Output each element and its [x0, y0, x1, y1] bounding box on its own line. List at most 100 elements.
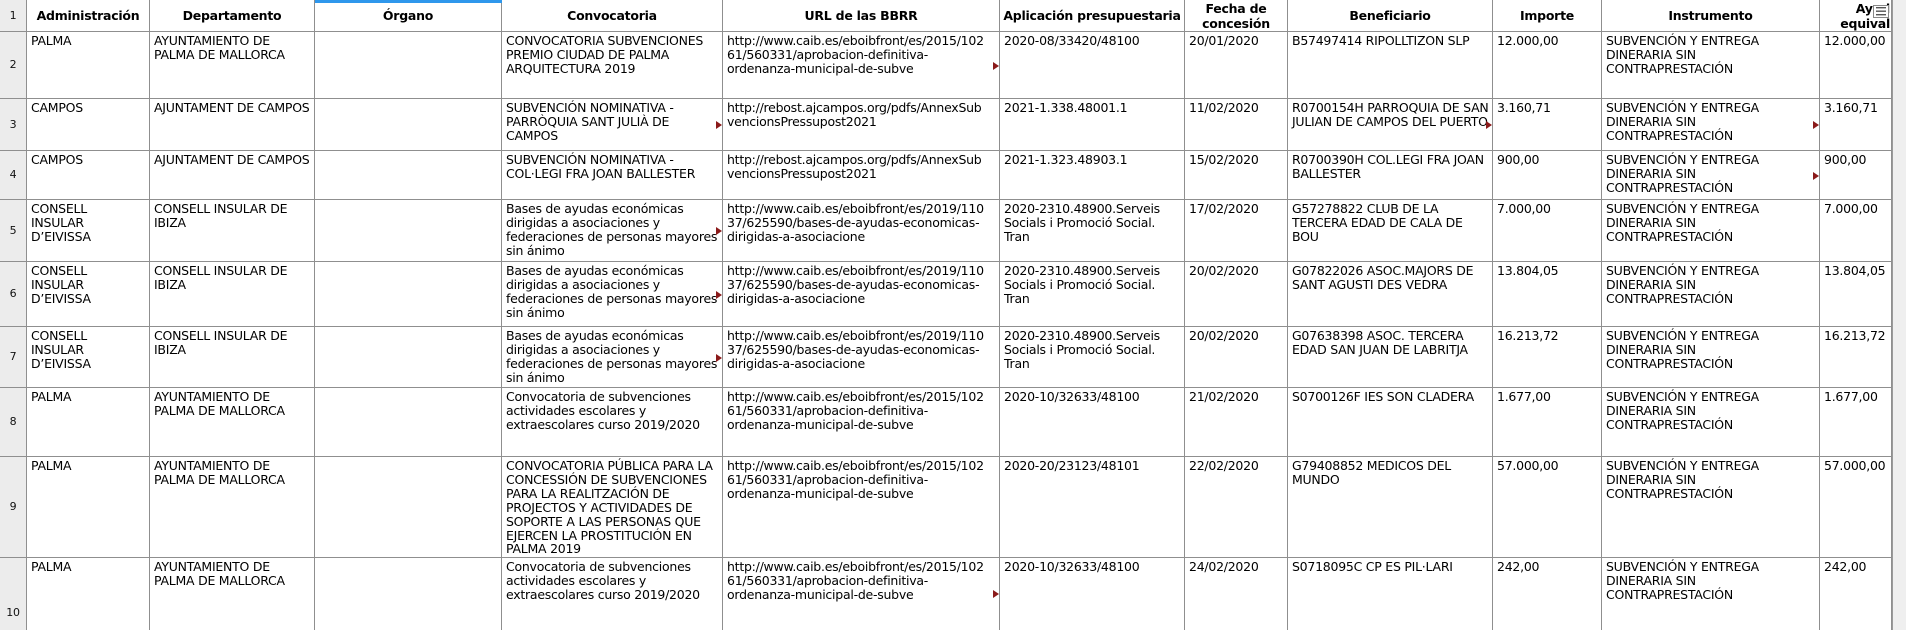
cell-organo-row6[interactable] — [315, 262, 502, 327]
cell-departamento-row6[interactable]: CONSELL INSULAR DE IBIZA — [150, 262, 315, 327]
header-cell-organo[interactable]: Órgano — [315, 0, 502, 32]
cell-beneficiario-row5[interactable]: G57278822 CLUB DE LA TERCERA EDAD DE CAL… — [1288, 200, 1493, 262]
cell-beneficiario-row9[interactable]: G79408852 MEDICOS DEL MUNDO — [1288, 457, 1493, 558]
cell-aplicacion-row3[interactable]: 2021-1.338.48001.1 — [1000, 99, 1185, 151]
cell-importe-row8[interactable]: 1.677,00 — [1493, 388, 1602, 457]
row-number-5[interactable]: 5 — [0, 200, 27, 262]
cell-url-row8[interactable]: http://www.caib.es/eboibfront/es/2015/10… — [723, 388, 1000, 457]
cell-administracion-row3[interactable]: CAMPOS — [27, 99, 150, 151]
cell-aplicacion-row6[interactable]: 2020-2310.48900.Serveis Socials i Promoc… — [1000, 262, 1185, 327]
cell-ayuda-row10[interactable]: 242,00 — [1820, 558, 1892, 630]
cell-departamento-row8[interactable]: AYUNTAMIENTO DE PALMA DE MALLORCA — [150, 388, 315, 457]
cell-importe-row3[interactable]: 3.160,71 — [1493, 99, 1602, 151]
cell-convocatoria-row8[interactable]: Convocatoria de subvenciones actividades… — [502, 388, 723, 457]
cell-administracion-row2[interactable]: PALMA — [27, 32, 150, 99]
cell-departamento-row10[interactable]: AYUNTAMIENTO DE PALMA DE MALLORCA — [150, 558, 315, 630]
cell-organo-row8[interactable] — [315, 388, 502, 457]
cell-administracion-row9[interactable]: PALMA — [27, 457, 150, 558]
cell-beneficiario-row8[interactable]: S0700126F IES SON CLADERA — [1288, 388, 1493, 457]
cell-convocatoria-row4[interactable]: SUBVENCIÓN NOMINATIVA - COL·LEGI FRA JOA… — [502, 151, 723, 200]
cell-url-row10[interactable]: http://www.caib.es/eboibfront/es/2015/10… — [723, 558, 1000, 630]
cell-fecha-row10[interactable]: 24/02/2020 — [1185, 558, 1288, 630]
cell-organo-row2[interactable] — [315, 32, 502, 99]
cell-convocatoria-row6[interactable]: Bases de ayudas económicas dirigidas a a… — [502, 262, 723, 327]
cell-instrumento-row3[interactable]: SUBVENCIÓN Y ENTREGA DINERARIA SIN CONTR… — [1602, 99, 1820, 151]
cell-organo-row9[interactable] — [315, 457, 502, 558]
list-lines-icon[interactable] — [1873, 5, 1889, 18]
cell-organo-row10[interactable] — [315, 558, 502, 630]
cell-organo-row5[interactable] — [315, 200, 502, 262]
row-number-6[interactable]: 6 — [0, 262, 27, 327]
cell-fecha-row5[interactable]: 17/02/2020 — [1185, 200, 1288, 262]
cell-fecha-row3[interactable]: 11/02/2020 — [1185, 99, 1288, 151]
cell-convocatoria-row2[interactable]: CONVOCATORIA SUBVENCIONES PREMIO CIUDAD … — [502, 32, 723, 99]
cell-importe-row4[interactable]: 900,00 — [1493, 151, 1602, 200]
cell-organo-row7[interactable] — [315, 327, 502, 388]
cell-instrumento-row2[interactable]: SUBVENCIÓN Y ENTREGA DINERARIA SIN CONTR… — [1602, 32, 1820, 99]
row-number-3[interactable]: 3 — [0, 99, 27, 151]
cell-instrumento-row9[interactable]: SUBVENCIÓN Y ENTREGA DINERARIA SIN CONTR… — [1602, 457, 1820, 558]
cell-administracion-row7[interactable]: CONSELL INSULAR D’EIVISSA — [27, 327, 150, 388]
cell-instrumento-row6[interactable]: SUBVENCIÓN Y ENTREGA DINERARIA SIN CONTR… — [1602, 262, 1820, 327]
cell-instrumento-row8[interactable]: SUBVENCIÓN Y ENTREGA DINERARIA SIN CONTR… — [1602, 388, 1820, 457]
cell-administracion-row10[interactable]: PALMA — [27, 558, 150, 630]
cell-fecha-row2[interactable]: 20/01/2020 — [1185, 32, 1288, 99]
cell-fecha-row6[interactable]: 20/02/2020 — [1185, 262, 1288, 327]
cell-beneficiario-row4[interactable]: R0700390H COL.LEGI FRA JOAN BALLESTER — [1288, 151, 1493, 200]
cell-aplicacion-row10[interactable]: 2020-10/32633/48100 — [1000, 558, 1185, 630]
cell-importe-row9[interactable]: 57.000,00 — [1493, 457, 1602, 558]
cell-administracion-row8[interactable]: PALMA — [27, 388, 150, 457]
row-number-8[interactable]: 8 — [0, 388, 27, 457]
cell-fecha-row8[interactable]: 21/02/2020 — [1185, 388, 1288, 457]
cell-aplicacion-row7[interactable]: 2020-2310.48900.Serveis Socials i Promoc… — [1000, 327, 1185, 388]
cell-convocatoria-row7[interactable]: Bases de ayudas económicas dirigidas a a… — [502, 327, 723, 388]
cell-departamento-row7[interactable]: CONSELL INSULAR DE IBIZA — [150, 327, 315, 388]
cell-ayuda-row7[interactable]: 16.213,72 — [1820, 327, 1892, 388]
cell-beneficiario-row6[interactable]: G07822026 ASOC.MAJORS DE SANT AGUSTI DES… — [1288, 262, 1493, 327]
cell-beneficiario-row10[interactable]: S0718095C CP ES PIL·LARI — [1288, 558, 1493, 630]
cell-url-row7[interactable]: http://www.caib.es/eboibfront/es/2019/11… — [723, 327, 1000, 388]
header-cell-convocatoria[interactable]: Convocatoria — [502, 0, 723, 32]
cell-organo-row3[interactable] — [315, 99, 502, 151]
cell-beneficiario-row2[interactable]: B57497414 RIPOLLTIZON SLP — [1288, 32, 1493, 99]
header-cell-importe[interactable]: Importe — [1493, 0, 1602, 32]
cell-departamento-row2[interactable]: AYUNTAMIENTO DE PALMA DE MALLORCA — [150, 32, 315, 99]
cell-url-row5[interactable]: http://www.caib.es/eboibfront/es/2019/11… — [723, 200, 1000, 262]
cell-beneficiario-row3[interactable]: R0700154H PARROQUIA DE SAN JULIAN DE CAM… — [1288, 99, 1493, 151]
cell-instrumento-row4[interactable]: SUBVENCIÓN Y ENTREGA DINERARIA SIN CONTR… — [1602, 151, 1820, 200]
cell-departamento-row5[interactable]: CONSELL INSULAR DE IBIZA — [150, 200, 315, 262]
cell-convocatoria-row9[interactable]: CONVOCATORIA PÚBLICA PARA LA CONCESSIÓN … — [502, 457, 723, 558]
cell-administracion-row5[interactable]: CONSELL INSULAR D’EIVISSA — [27, 200, 150, 262]
cell-aplicacion-row2[interactable]: 2020-08/33420/48100 — [1000, 32, 1185, 99]
row-number-2[interactable]: 2 — [0, 32, 27, 99]
cell-url-row2[interactable]: http://www.caib.es/eboibfront/es/2015/10… — [723, 32, 1000, 99]
row-number-7[interactable]: 7 — [0, 327, 27, 388]
cell-aplicacion-row4[interactable]: 2021-1.323.48903.1 — [1000, 151, 1185, 200]
cell-departamento-row3[interactable]: AJUNTAMENT DE CAMPOS — [150, 99, 315, 151]
cell-convocatoria-row10[interactable]: Convocatoria de subvenciones actividades… — [502, 558, 723, 630]
cell-instrumento-row7[interactable]: SUBVENCIÓN Y ENTREGA DINERARIA SIN CONTR… — [1602, 327, 1820, 388]
cell-ayuda-row3[interactable]: 3.160,71 — [1820, 99, 1892, 151]
cell-fecha-row9[interactable]: 22/02/2020 — [1185, 457, 1288, 558]
cell-aplicacion-row5[interactable]: 2020-2310.48900.Serveis Socials i Promoc… — [1000, 200, 1185, 262]
cell-url-row9[interactable]: http://www.caib.es/eboibfront/es/2015/10… — [723, 457, 1000, 558]
cell-importe-row10[interactable]: 242,00 — [1493, 558, 1602, 630]
cell-departamento-row9[interactable]: AYUNTAMIENTO DE PALMA DE MALLORCA — [150, 457, 315, 558]
header-cell-aplicacion[interactable]: Aplicación presupuestaria — [1000, 0, 1185, 32]
row-number-9[interactable]: 9 — [0, 457, 27, 558]
header-cell-instrumento[interactable]: Instrumento — [1602, 0, 1820, 32]
cell-administracion-row4[interactable]: CAMPOS — [27, 151, 150, 200]
cell-fecha-row4[interactable]: 15/02/2020 — [1185, 151, 1288, 200]
cell-ayuda-row5[interactable]: 7.000,00 — [1820, 200, 1892, 262]
cell-aplicacion-row8[interactable]: 2020-10/32633/48100 — [1000, 388, 1185, 457]
cell-importe-row2[interactable]: 12.000,00 — [1493, 32, 1602, 99]
cell-ayuda-row6[interactable]: 13.804,05 — [1820, 262, 1892, 327]
cell-ayuda-row8[interactable]: 1.677,00 — [1820, 388, 1892, 457]
cell-administracion-row6[interactable]: CONSELL INSULAR D’EIVISSA — [27, 262, 150, 327]
header-cell-fecha[interactable]: Fecha de concesión — [1185, 0, 1288, 32]
cell-organo-row4[interactable] — [315, 151, 502, 200]
cell-url-row3[interactable]: http://rebost.ajcampos.org/pdfs/AnnexSub… — [723, 99, 1000, 151]
cell-instrumento-row10[interactable]: SUBVENCIÓN Y ENTREGA DINERARIA SIN CONTR… — [1602, 558, 1820, 630]
cell-convocatoria-row5[interactable]: Bases de ayudas económicas dirigidas a a… — [502, 200, 723, 262]
row-number-10[interactable]: 10 — [0, 558, 27, 630]
